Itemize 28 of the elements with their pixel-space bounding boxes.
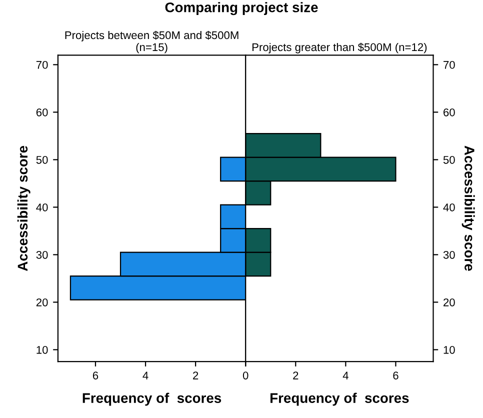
y-axis-title: Accessibility score: [17, 146, 30, 271]
chart-subtitle: Projects greater than $500M (n=12): [252, 42, 427, 54]
x-axis-title: Frequency of scores: [270, 392, 409, 406]
chart-title: Comparing project size: [165, 2, 318, 16]
x-tick-label: 4: [142, 372, 148, 380]
y-tick-label: 10: [36, 346, 48, 354]
y-tick-label: 20: [444, 298, 455, 306]
y-tick-label: 40: [36, 203, 48, 212]
x-tick-label: 4: [342, 372, 348, 380]
y-tick-label: 40: [443, 203, 455, 212]
y-tick-label: 50: [443, 156, 455, 164]
y-axis-title: Accessibility score: [462, 146, 475, 271]
x-tick-label: 6: [92, 372, 98, 380]
y-tick-label: 70: [36, 60, 48, 69]
y-tick-label: 60: [36, 108, 48, 116]
chart-subtitle: Projects between $50M and $500M (n=15): [65, 30, 238, 54]
y-tick-label: 30: [443, 250, 455, 259]
x-tick-label: 2: [193, 372, 198, 380]
x-tick-label: 2: [293, 372, 298, 380]
y-tick-label: 50: [36, 156, 48, 164]
x-tick-label: 6: [393, 372, 398, 380]
y-tick-label: 70: [444, 60, 455, 69]
y-tick-label: 20: [36, 298, 48, 306]
x-tick-label: 0: [242, 372, 248, 380]
y-tick-label: 10: [444, 346, 455, 354]
y-tick-label: 30: [36, 250, 48, 259]
y-tick-label: 60: [444, 108, 455, 116]
x-axis-title: Frequency of scores: [82, 392, 222, 406]
